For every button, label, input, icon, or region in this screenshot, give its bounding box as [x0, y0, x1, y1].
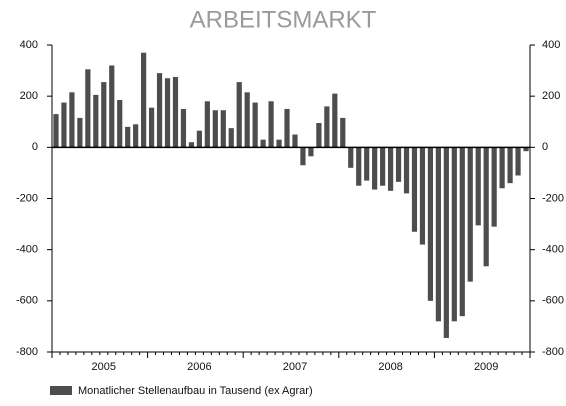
bar [220, 110, 226, 148]
bar [300, 147, 306, 166]
bar [499, 147, 505, 189]
bar [148, 107, 155, 148]
bar [284, 108, 290, 148]
bar [475, 147, 481, 226]
y2-tick-label: 400 [542, 39, 560, 51]
bar [268, 101, 274, 148]
x-tick-label: 2006 [187, 361, 211, 373]
bar [443, 147, 449, 338]
bar [395, 147, 402, 182]
bar [244, 92, 250, 148]
bar [451, 147, 457, 322]
bar [101, 82, 107, 148]
bar [141, 52, 147, 148]
bar [324, 106, 330, 148]
bar [252, 102, 258, 148]
bar [380, 147, 386, 186]
bar [387, 147, 394, 191]
bar [69, 92, 75, 148]
bar [236, 82, 242, 148]
bar [85, 69, 91, 148]
y-tick-label: -400 [16, 244, 38, 256]
bar [188, 142, 195, 148]
y-tick-label: -200 [16, 192, 38, 204]
bar [125, 126, 131, 148]
x-tick-label: 2005 [92, 361, 116, 373]
bar [61, 102, 67, 148]
chart-title: ARBEITSMARKT [190, 6, 377, 33]
y-tick-label: 0 [32, 141, 38, 153]
bar [364, 147, 370, 181]
y2-tick-label: -400 [542, 244, 564, 256]
bar [483, 147, 489, 267]
bar [427, 147, 434, 301]
bar [515, 147, 521, 176]
bar [467, 147, 473, 282]
bar [419, 147, 426, 245]
bar [316, 123, 322, 148]
bar [196, 130, 202, 148]
bar [172, 76, 179, 148]
bar [204, 101, 210, 148]
bar [93, 94, 99, 148]
bar [164, 78, 171, 148]
bar [276, 139, 282, 148]
y2-tick-label: -800 [542, 346, 564, 358]
legend-swatch [50, 386, 72, 395]
y-tick-label: 200 [20, 90, 38, 102]
x-tick-label: 2009 [474, 361, 498, 373]
bar [523, 147, 529, 152]
bar [435, 147, 441, 322]
bar [372, 147, 378, 190]
y2-tick-label: -200 [542, 192, 564, 204]
bar [109, 65, 115, 148]
bar [403, 147, 410, 194]
x-tick-label: 2008 [378, 361, 402, 373]
bar [156, 73, 163, 148]
bar [53, 114, 59, 148]
bar [260, 139, 266, 148]
bar [356, 147, 362, 186]
bar [228, 128, 234, 148]
bar [348, 147, 354, 168]
y-tick-label: -800 [16, 346, 38, 358]
bar [411, 147, 418, 232]
bar [212, 110, 218, 148]
bar [77, 117, 83, 148]
bar [117, 100, 123, 148]
y2-tick-label: 0 [542, 141, 548, 153]
bar [340, 117, 346, 148]
y2-tick-label: -600 [542, 295, 564, 307]
x-tick-label: 2007 [283, 361, 307, 373]
legend-label: Monatlicher Stellenaufbau in Tausend (ex… [78, 385, 313, 397]
bar [292, 134, 298, 148]
bar [180, 108, 187, 148]
bar [459, 147, 465, 317]
y2-tick-label: 200 [542, 90, 560, 102]
bar [133, 124, 139, 148]
bar [507, 147, 513, 184]
bar [491, 147, 497, 227]
y-tick-label: -600 [16, 295, 38, 307]
y-tick-label: 400 [20, 39, 38, 51]
bar [332, 93, 338, 148]
bar [308, 147, 314, 157]
